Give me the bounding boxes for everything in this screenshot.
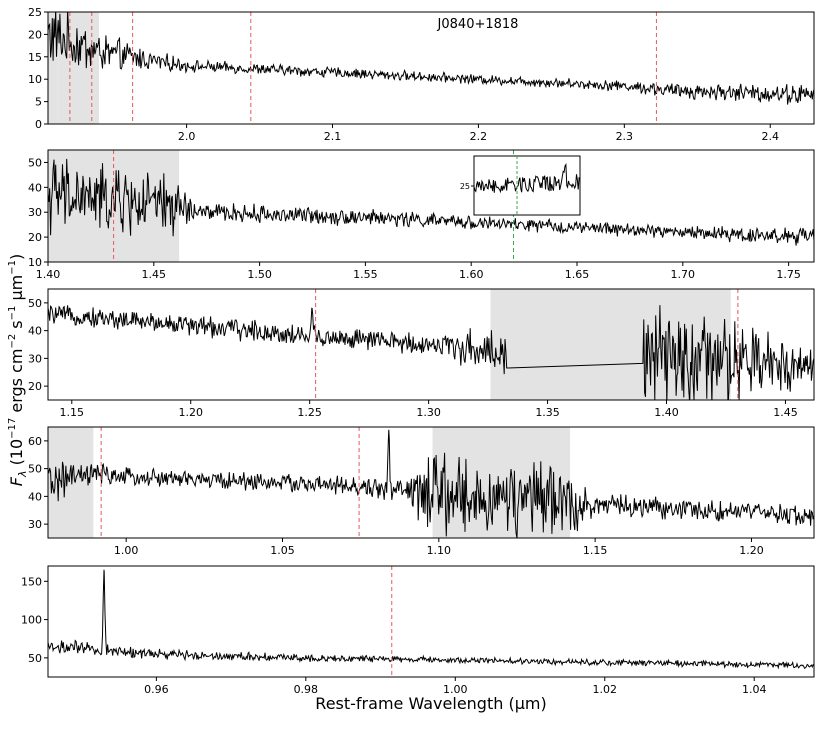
- x-tick-label: 1.65: [565, 268, 590, 281]
- y-axis-title-part: (10: [7, 439, 26, 471]
- y-axis-title-part: ergs cm: [7, 349, 26, 418]
- y-axis-title-part: s: [7, 320, 26, 333]
- y-axis-title-subscript: λ: [16, 471, 29, 479]
- y-axis-title-exponent: −2: [7, 334, 18, 349]
- object-name-label: J0840+1818: [437, 17, 519, 32]
- y-tick-label: 5: [35, 96, 42, 109]
- x-tick-label: 1.20: [739, 544, 764, 557]
- y-axis-title-part: μm: [7, 275, 26, 306]
- y-tick-label: 40: [28, 181, 42, 194]
- y-axis-title-exponent: −17: [7, 418, 18, 439]
- x-tick-label: 1.60: [459, 268, 484, 281]
- x-tick-label: 1.75: [776, 268, 801, 281]
- y-tick-label: 30: [28, 206, 42, 219]
- x-tick-label: 1.02: [593, 683, 618, 696]
- y-tick-label: 20: [28, 231, 42, 244]
- y-axis-title-exponent: −1: [7, 306, 18, 321]
- y-axis-title: Fλ (10−17 ergs cm−2 s−1 μm−1): [7, 254, 29, 486]
- spectrum-trace: [48, 429, 814, 538]
- masked-region: [58, 12, 100, 124]
- y-tick-label: 10: [28, 73, 42, 86]
- inset-trace: [473, 163, 581, 194]
- y-tick-label: 150: [21, 575, 42, 588]
- spectrum-trace: [48, 569, 814, 670]
- panel-frame: [47, 288, 815, 401]
- x-tick-label: 1.15: [60, 406, 85, 419]
- x-tick-label: 1.15: [583, 544, 608, 557]
- panel-frame: [47, 149, 815, 263]
- x-tick-label: 2.3: [616, 130, 634, 143]
- y-axis-title-symbol: F: [7, 476, 26, 486]
- x-tick-label: 1.00: [114, 544, 139, 557]
- y-tick-label: 50: [28, 156, 42, 169]
- y-tick-label: 20: [28, 28, 42, 41]
- x-tick-label: 1.35: [535, 406, 560, 419]
- spectrum-trace: [48, 12, 814, 105]
- y-tick-label: 60: [28, 435, 42, 448]
- panel-frame: [47, 565, 815, 678]
- y-axis-title-part: ): [7, 254, 26, 260]
- y-tick-label: 50: [28, 652, 42, 665]
- y-tick-label: 50: [28, 463, 42, 476]
- x-tick-label: 1.00: [443, 683, 468, 696]
- x-tick-label: 1.50: [247, 268, 272, 281]
- y-tick-label: 25: [28, 6, 42, 19]
- y-tick-label: 40: [28, 490, 42, 503]
- x-tick-label: 2.0: [178, 130, 196, 143]
- x-tick-label: 0.96: [144, 683, 169, 696]
- x-tick-label: 1.30: [416, 406, 441, 419]
- y-tick-label: 50: [28, 297, 42, 310]
- x-axis-title: Rest-frame Wavelength (μm): [315, 694, 546, 713]
- y-tick-label: 40: [28, 325, 42, 338]
- x-tick-label: 1.45: [142, 268, 167, 281]
- y-tick-label: 0: [35, 118, 42, 131]
- spectrum-panel-1: 2.0 2.1 2.2 2.3 2.4 0 5 10 15 20 25 J0840+1818: [28, 6, 815, 143]
- spectrum-panel-2: 1.40 1.45 1.50 1.55 1.60 1.65 1.70 1.75 10 20 30 40…: [28, 149, 815, 281]
- y-axis-title-exponent: −1: [7, 260, 18, 275]
- x-tick-label: 2.2: [470, 130, 488, 143]
- spectrum-panel-4: 1.00 1.05 1.10 1.15 1.20 30 40 50 60: [28, 426, 815, 557]
- masked-region: [48, 12, 59, 124]
- panel-frame: [47, 11, 815, 125]
- panel-frame: [47, 426, 815, 539]
- x-tick-label: 2.4: [761, 130, 779, 143]
- y-tick-label: 100: [21, 614, 42, 627]
- y-tick-label: 10: [28, 256, 42, 269]
- spectrum-trace: [48, 305, 814, 400]
- x-tick-label: 1.20: [178, 406, 203, 419]
- x-tick-label: 1.25: [297, 406, 322, 419]
- x-tick-label: 1.05: [270, 544, 295, 557]
- x-tick-label: 1.10: [427, 544, 452, 557]
- x-tick-label: 2.1: [324, 130, 342, 143]
- x-tick-label: 1.45: [773, 406, 798, 419]
- y-tick-label: 15: [28, 51, 42, 64]
- spectrum-panel-5: 0.96 0.98 1.00 1.02 1.04 50 100 150: [21, 565, 815, 696]
- x-tick-label: 0.98: [294, 683, 319, 696]
- masked-region: [490, 289, 731, 400]
- y-tick-label: 30: [28, 518, 42, 531]
- masked-region: [48, 427, 94, 538]
- x-tick-label: 1.55: [353, 268, 378, 281]
- spectrum-trace: [48, 158, 814, 246]
- x-tick-label: 1.70: [671, 268, 696, 281]
- y-tick-label: 30: [28, 352, 42, 365]
- x-tick-label: 1.40: [654, 406, 679, 419]
- y-tick-label: 20: [28, 380, 42, 393]
- x-tick-label: 1.04: [742, 683, 767, 696]
- inset-y-tick-label: 25: [460, 182, 470, 191]
- x-tick-label: 1.40: [36, 268, 61, 281]
- spectrum-panel-3: 1.15 1.20 1.25 1.30 1.35 1.40 1.45 20 30 40 50: [28, 288, 815, 419]
